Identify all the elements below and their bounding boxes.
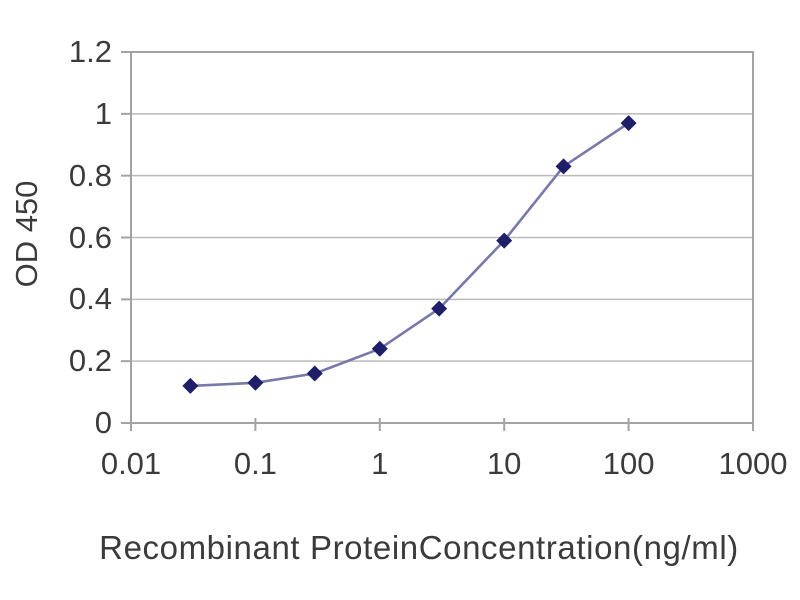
data-point-marker xyxy=(306,365,323,382)
x-axis-tick-label: 0.01 xyxy=(100,446,162,481)
x-axis-tick-label: 100 xyxy=(602,446,655,481)
data-point-marker xyxy=(496,232,513,249)
x-axis-tick-label: 1000 xyxy=(718,446,788,481)
data-point-marker xyxy=(620,115,637,132)
y-axis-tick-label: 0.6 xyxy=(68,219,112,255)
y-axis-tick-label: 0.2 xyxy=(68,343,112,379)
y-axis-tick-label: 1 xyxy=(94,95,112,131)
x-axis-tick-label: 1 xyxy=(371,446,389,481)
x-axis-title: Recombinant ProteinConcentration(ng/ml) xyxy=(99,529,739,566)
y-axis-tick-label: 0.4 xyxy=(68,281,112,317)
data-point-marker xyxy=(431,300,448,317)
data-point-marker xyxy=(555,158,572,175)
y-axis-title: OD 450 xyxy=(9,180,44,288)
y-axis-tick-label: 1.2 xyxy=(68,34,112,69)
y-axis-tick-label: 0 xyxy=(94,405,112,440)
series-line xyxy=(190,122,630,388)
x-axis-tick-label: 0.1 xyxy=(233,446,277,481)
y-axis-tick-label: 0.8 xyxy=(68,157,112,193)
data-point-marker xyxy=(371,340,388,357)
data-point-marker xyxy=(247,374,264,391)
x-axis-tick-label: 10 xyxy=(486,446,522,481)
data-point-marker xyxy=(182,377,199,394)
